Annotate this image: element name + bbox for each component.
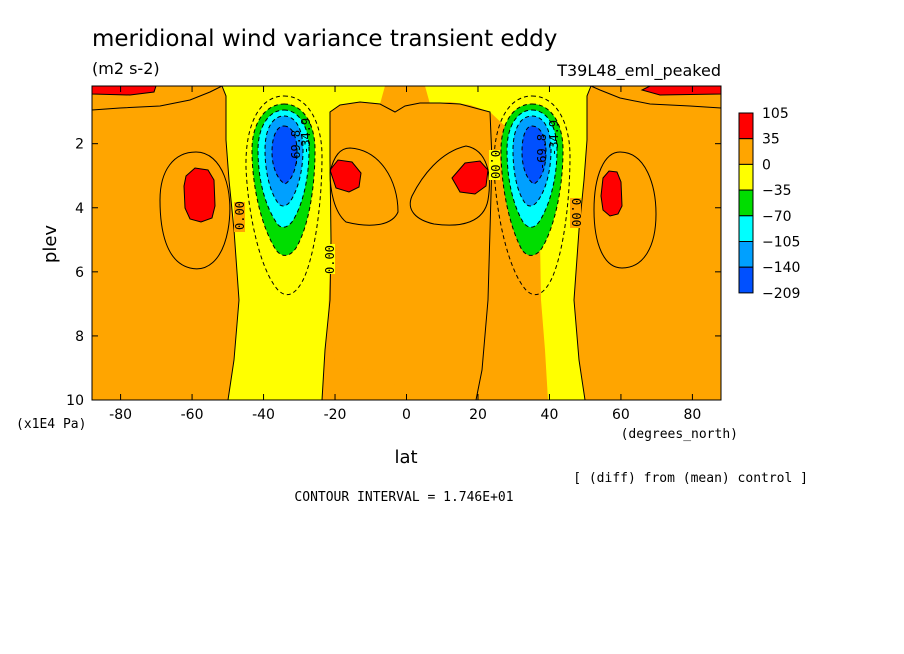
- pos-max-top-left: [92, 86, 157, 96]
- neg-contour-left-1: [251, 103, 316, 256]
- x-units-label: (degrees_north): [621, 427, 738, 442]
- contour-label-neg-1: -69.8: [289, 130, 303, 166]
- contour-ring-right: [593, 151, 657, 269]
- contour-lines: [92, 86, 721, 400]
- x-tick-label: -20: [324, 407, 347, 423]
- contour-label-zero-1: 0.00: [233, 201, 247, 230]
- experiment-label: T39L48_eml_peaked: [556, 61, 721, 81]
- colorbar-swatch: [738, 112, 754, 140]
- colorbar-swatch: [738, 241, 754, 268]
- contour-zero-right: [573, 86, 592, 400]
- contour-label-bg: [570, 198, 581, 228]
- contour-label-neg-2: -69.8: [535, 134, 549, 170]
- y-axis-ticks: 2 4 6 8 10: [66, 137, 721, 409]
- neg-contour-left-4: [271, 125, 298, 185]
- y-axis-label: plev: [40, 225, 61, 264]
- y-tick-label: 8: [75, 329, 84, 345]
- colorbar-swatch: [738, 138, 754, 165]
- negative-contours: [245, 95, 571, 296]
- neg-contour-left-2: [257, 109, 310, 228]
- contour-top-left: [92, 86, 223, 111]
- zero-region-right: [425, 86, 721, 400]
- zero-region-bottom-left: [92, 382, 120, 400]
- contour-labels: 0.00 0.00 0.00 0.00 -69.8 -69.8 -34.9 -3…: [233, 118, 583, 274]
- x-tick-label: -80: [109, 407, 132, 423]
- x-tick-label: 40: [541, 407, 559, 423]
- x-tick-label: 20: [469, 407, 487, 423]
- contour-ring-left: [159, 151, 231, 270]
- contour-top-right: [590, 86, 721, 109]
- x-tick-label: 80: [683, 407, 701, 423]
- neg-contour-left-3: [264, 115, 304, 207]
- x-tick-label: -40: [252, 407, 275, 423]
- zero-region-center: [328, 102, 492, 400]
- colorbar-label: −140: [762, 260, 800, 276]
- neg-contour-right-1: [500, 103, 564, 256]
- colorbar-swatch: [738, 163, 754, 191]
- contour-label-zero-3: 0.00: [488, 150, 502, 179]
- x-tick-label: 60: [612, 407, 630, 423]
- contour-label-neg-3: -34.9: [299, 118, 313, 154]
- contour-label-zero-2: 0.00: [323, 245, 337, 274]
- pos-max-left-inner: [329, 159, 362, 193]
- x-axis-label: lat: [394, 447, 417, 468]
- contour-label-bg: [234, 202, 245, 232]
- contour-zero-left: [221, 86, 240, 400]
- units-label: (m2 s-2): [92, 59, 160, 78]
- colorbar-label: 105: [762, 106, 789, 122]
- pos-max-right-inner: [451, 160, 489, 195]
- colorbar-swatch: [738, 215, 754, 243]
- x-tick-label: -60: [181, 407, 204, 423]
- pos-max-top-right: [640, 86, 721, 96]
- contour-label-neg-4: -34.9: [547, 120, 561, 156]
- colorbar-swatch: [738, 266, 754, 294]
- y-tick-label: 2: [75, 137, 84, 153]
- y-tick-label: 10: [66, 393, 84, 409]
- colorbar: 105 35 0 −35 −70 −105 −140 −209: [738, 106, 800, 302]
- colorbar-label: 0: [762, 157, 771, 173]
- neg-contour-right-2: [506, 109, 558, 228]
- plot-area: 0.00 0.00 0.00 0.00 -69.8 -69.8 -34.9 -3…: [92, 86, 721, 400]
- contour-ring-center-left: [329, 147, 399, 226]
- colorbar-label: 35: [762, 132, 780, 148]
- contour-label-zero-4: 0.00: [569, 198, 583, 227]
- colorbar-swatch: [738, 189, 754, 217]
- x-axis-ticks: -80 -60 -40 -20 0 20 40 60 80: [109, 86, 701, 423]
- colorbar-label: −209: [762, 286, 800, 302]
- contour-interval: CONTOUR INTERVAL = 1.746E+01: [294, 490, 513, 505]
- contour-zero-left-inner: [321, 101, 493, 400]
- neg-contour-right-4: [521, 125, 547, 185]
- y-tick-label: 4: [75, 201, 84, 217]
- y-units-label: (x1E4 Pa): [16, 417, 86, 432]
- contour-label-bg: [489, 150, 500, 180]
- colorbar-label: −35: [762, 183, 792, 199]
- chart-title: meridional wind variance transient eddy: [92, 26, 557, 52]
- x-tick-label: 0: [402, 407, 411, 423]
- contour-label-bg: [324, 244, 335, 274]
- neg-contour-right-3: [512, 115, 552, 207]
- y-tick-label: 6: [75, 265, 84, 281]
- neg-contour-left-outer: [245, 95, 323, 296]
- colorbar-label: −70: [762, 209, 792, 225]
- colorbar-label: −105: [762, 235, 800, 251]
- diff-note: [ (diff) from (mean) control ]: [573, 471, 808, 486]
- neg-region-right-core: [522, 126, 546, 184]
- pos-max-right-outer: [600, 170, 623, 217]
- neg-region-left-core: [272, 126, 297, 184]
- pos-max-left-outer: [183, 167, 216, 223]
